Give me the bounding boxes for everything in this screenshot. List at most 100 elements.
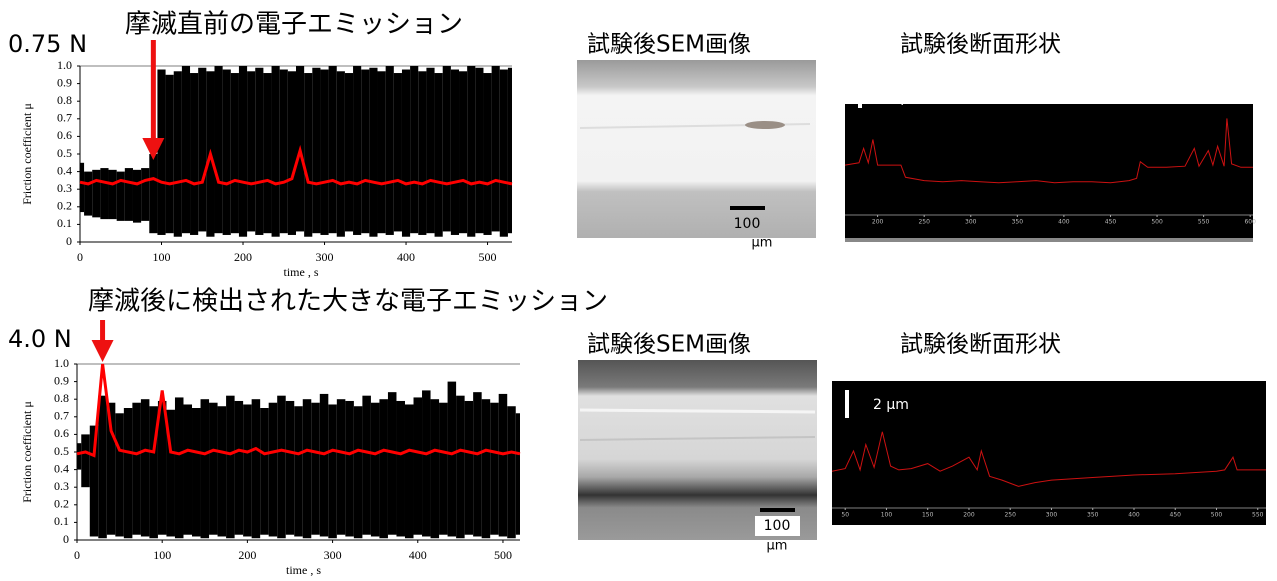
signal-band (507, 406, 516, 538)
y-tick-label: 0.1 (57, 216, 72, 230)
x-tick-label: 600 (1244, 219, 1256, 226)
profile-title: 試験後断面形状 (900, 32, 1061, 58)
x-tick-label: 300 (965, 219, 977, 226)
scale-label: 2 µm (873, 397, 909, 413)
signal-band (81, 434, 90, 487)
signal-band (459, 71, 467, 233)
signal-band (84, 172, 92, 216)
signal-band (125, 168, 133, 221)
annotation: 摩滅直前の電子エミッション (125, 10, 463, 40)
signal-band (475, 68, 483, 233)
y-tick-label: 0.9 (54, 373, 69, 387)
signal-band (252, 399, 261, 538)
scale-label: 100 (734, 216, 761, 232)
signal-band (269, 403, 278, 537)
annotation: 摩滅後に検出された大きな電子エミッション (88, 287, 608, 317)
profile-footer (845, 238, 1253, 242)
x-tick-label: 0 (77, 250, 83, 264)
scale-unit: µm (752, 236, 773, 251)
signal-band (312, 68, 320, 233)
signal-band (192, 408, 201, 536)
y-axis-label: Friction coefficient μ (20, 401, 34, 503)
x-axis-label: time , s (284, 265, 319, 279)
x-tick-label: 300 (324, 548, 342, 562)
x-tick-label: 450 (1170, 512, 1182, 519)
y-tick-label: 0.6 (57, 128, 72, 142)
signal-band (414, 397, 423, 534)
x-tick-label: 200 (238, 548, 256, 562)
signal-band (141, 168, 149, 221)
signal-band (345, 73, 353, 231)
x-tick-label: 150 (922, 512, 934, 519)
profile-background (845, 104, 1253, 242)
signal-band (132, 403, 141, 535)
x-axis-label: time , s (286, 563, 321, 577)
signal-band (473, 392, 482, 536)
x-tick-label: 100 (153, 548, 171, 562)
signal-band (329, 66, 337, 233)
signal-band (435, 73, 443, 237)
signal-band (443, 66, 451, 231)
signal-band (239, 66, 247, 237)
x-tick-label: 100 (881, 512, 893, 519)
signal-band (378, 71, 386, 233)
signal-band (353, 66, 361, 235)
signal-band (149, 154, 157, 233)
y-tick-label: 0.2 (54, 497, 69, 511)
y-tick-label: 0.8 (57, 93, 72, 107)
arrow-head (92, 340, 114, 362)
x-tick-label: 300 (316, 250, 334, 264)
signal-band (361, 70, 369, 234)
scale-bar (730, 206, 765, 210)
signal-band (467, 66, 475, 237)
signal-band (100, 168, 108, 219)
signal-band (320, 70, 328, 235)
signal-band (516, 413, 520, 534)
signal-band (456, 396, 465, 539)
scale-bar (760, 508, 795, 512)
profile-title: 試験後断面形状 (900, 332, 1061, 358)
x-tick-label: 400 (1128, 512, 1140, 519)
scale-bar (845, 390, 849, 418)
scale-label: 100 (764, 518, 791, 534)
signal-band (182, 66, 190, 233)
signal-band (223, 70, 231, 235)
load-title: 0.75 N (8, 30, 87, 58)
signal-band (303, 399, 312, 538)
sem-title: 試験後SEM画像 (587, 332, 751, 358)
signal-band (277, 396, 286, 539)
signal-band (371, 403, 380, 537)
signal-band (320, 394, 329, 537)
signal-band (115, 413, 124, 536)
signal-band (166, 75, 174, 233)
signal-band (354, 406, 363, 538)
signal-band (362, 396, 371, 535)
sem-title: 試験後SEM画像 (587, 32, 751, 58)
signal-band (492, 66, 500, 231)
y-axis-label: Friction coefficient μ (20, 103, 34, 205)
signal-band (201, 399, 210, 538)
signal-band (337, 71, 345, 236)
signal-band (422, 390, 431, 536)
y-tick-label: 0.5 (57, 146, 72, 160)
load-title: 4.0 N (8, 325, 72, 353)
signal-band (410, 66, 418, 233)
signal-band (294, 406, 303, 536)
x-tick-label: 450 (1105, 219, 1117, 226)
scale-unit: µm (767, 539, 788, 554)
signal-band (209, 403, 218, 535)
y-tick-label: 1.0 (57, 58, 72, 72)
y-tick-label: 1.0 (54, 356, 69, 370)
x-tick-label: 500 (1151, 219, 1163, 226)
signal-band (386, 66, 394, 235)
signal-band (80, 163, 84, 212)
signal-band (243, 404, 252, 536)
signal-band (98, 396, 107, 539)
signal-band (439, 403, 448, 535)
signal-band (405, 404, 414, 538)
x-tick-label: 200 (963, 512, 975, 519)
x-tick-label: 550 (1252, 512, 1264, 519)
signal-band (175, 397, 184, 538)
x-tick-label: 0 (74, 548, 80, 562)
y-tick-label: 0.3 (54, 479, 69, 493)
